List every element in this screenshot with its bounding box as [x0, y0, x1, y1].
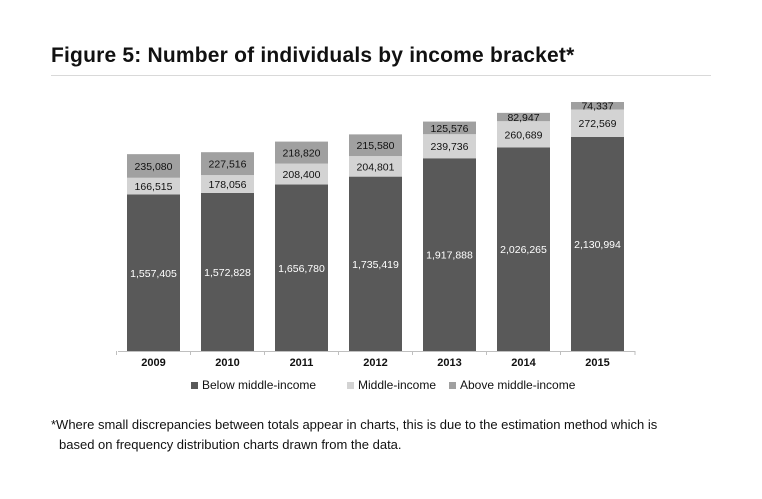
x-tick-label-2012: 2012: [363, 357, 387, 369]
data-label-above-middle-income-2014: 82,947: [507, 112, 539, 124]
bar-below-middle-income-2011: [275, 184, 328, 351]
data-label-middle-income-2013: 239,736: [431, 141, 469, 153]
bar-above-middle-income-2010: [201, 152, 254, 176]
data-label-below-middle-income-2014: 2,026,265: [500, 244, 547, 256]
x-tick-label-2009: 2009: [141, 357, 165, 369]
data-label-middle-income-2015: 272,569: [579, 118, 617, 130]
data-label-above-middle-income-2010: 227,516: [209, 159, 247, 171]
x-tick-label-2010: 2010: [215, 357, 239, 369]
bar-middle-income-2011: [275, 163, 328, 185]
bar-middle-income-2013: [423, 134, 476, 159]
bar-above-middle-income-2013: [423, 121, 476, 135]
x-tick-labels: 2009 2010 2011 2012 2013 2014 2015: [116, 351, 636, 369]
data-label-middle-income-2011: 208,400: [283, 169, 321, 181]
bar-below-middle-income-2010: [201, 192, 254, 351]
footnote-line-1: *Where small discrepancies between total…: [51, 417, 658, 432]
bar-above-middle-income-2012: [349, 134, 402, 157]
x-tick-label-2014: 2014: [511, 357, 536, 369]
data-label-below-middle-income-2012: 1,735,419: [352, 259, 399, 271]
data-label-above-middle-income-2009: 235,080: [135, 161, 173, 173]
legend-swatch-below-middle-income: [191, 382, 198, 389]
bar-above-middle-income-2009: [127, 154, 180, 178]
legend-swatch-middle-income: [347, 382, 354, 389]
footnote-line-2: based on frequency distribution charts d…: [59, 437, 402, 452]
legend-swatch-above-middle-income: [449, 382, 456, 389]
data-label-above-middle-income-2011: 218,820: [283, 148, 321, 160]
stacked-bar-chart: 1,557,405 166,515 235,080 1,572,828 178,056 2…: [116, 101, 636, 392]
x-tick-label-2013: 2013: [437, 357, 461, 369]
legend-label-below-middle-income: Below middle-income: [202, 378, 316, 392]
footnote: *Where small discrepancies between total…: [51, 415, 731, 455]
bar-above-middle-income-2015: [571, 102, 624, 110]
legend-label-above-middle-income: Above middle-income: [460, 378, 576, 392]
x-tick-label-2015: 2015: [585, 357, 609, 369]
data-label-below-middle-income-2010: 1,572,828: [204, 267, 251, 279]
x-tick-label-2011: 2011: [290, 357, 314, 369]
data-label-below-middle-income-2015: 2,130,994: [574, 239, 621, 251]
data-label-above-middle-income-2012: 215,580: [357, 140, 395, 152]
title-divider: [51, 75, 711, 76]
bar-below-middle-income-2014: [497, 147, 550, 351]
bar-above-middle-income-2011: [275, 141, 328, 164]
bar-middle-income-2010: [201, 175, 254, 193]
data-label-below-middle-income-2011: 1,656,780: [278, 263, 325, 275]
data-label-middle-income-2010: 178,056: [209, 179, 247, 191]
figure-title: Figure 5: Number of individuals by incom…: [51, 44, 575, 67]
data-label-above-middle-income-2013: 125,576: [431, 123, 469, 135]
legend-label-middle-income: Middle-income: [358, 378, 436, 392]
data-label-middle-income-2009: 166,515: [135, 181, 173, 193]
bar-above-middle-income-2014: [497, 112, 550, 122]
bar-middle-income-2012: [349, 156, 402, 177]
bars-group: 1,557,405 166,515 235,080 1,572,828 178,056 2…: [127, 101, 624, 351]
data-label-below-middle-income-2009: 1,557,405: [130, 268, 177, 280]
data-label-above-middle-income-2015: 74,337: [581, 101, 613, 113]
data-label-below-middle-income-2013: 1,917,888: [426, 250, 473, 262]
bar-below-middle-income-2009: [127, 194, 180, 351]
bar-below-middle-income-2015: [571, 136, 624, 351]
data-label-middle-income-2012: 204,801: [357, 161, 395, 173]
bar-middle-income-2009: [127, 177, 180, 195]
bar-below-middle-income-2013: [423, 158, 476, 351]
data-label-middle-income-2014: 260,689: [505, 129, 543, 141]
bar-middle-income-2015: [571, 109, 624, 137]
bar-middle-income-2014: [497, 121, 550, 148]
bar-below-middle-income-2012: [349, 176, 402, 351]
legend: Below middle-income Middle-income Above mi…: [191, 378, 576, 392]
